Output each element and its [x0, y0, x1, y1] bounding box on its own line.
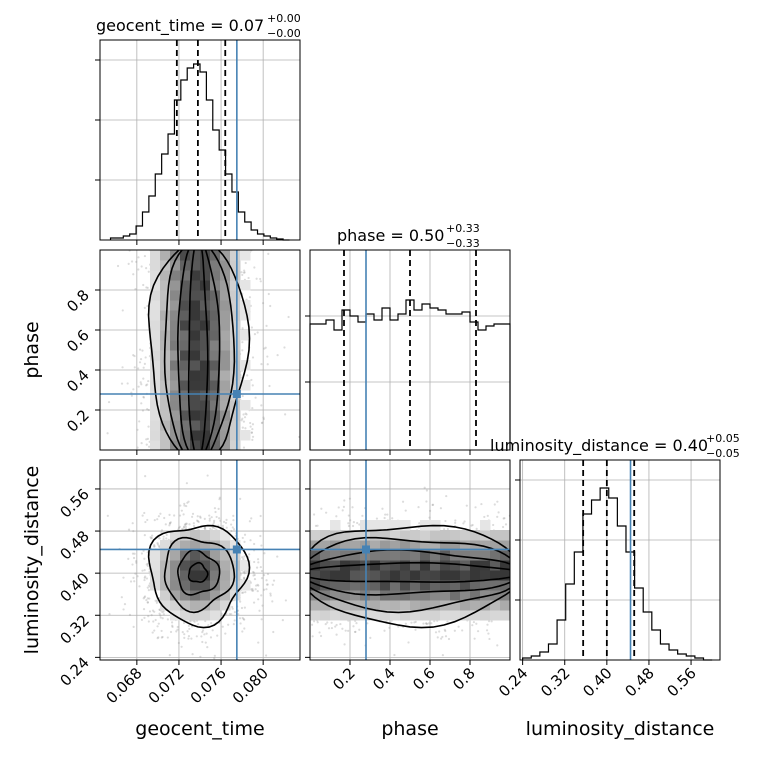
panel-frame [99, 249, 301, 451]
scatter-panel-geocent-time-phase: 0.2 0.4 0.6 0.8 [63, 249, 301, 455]
y-tick-label: 0.48 [56, 527, 92, 563]
title-luminosity-distance: luminosity_distance = 0.40 [490, 436, 708, 456]
x-tick-label: 0.8 [449, 664, 479, 694]
xlabel-phase: phase [381, 718, 438, 740]
x-tick-label: 0.56 [664, 664, 700, 700]
x-tick-label: 0.080 [229, 664, 272, 707]
y-tick-label: 0.40 [56, 569, 92, 605]
scatter-panel-geocent-time-luminosity-distance: 0.068 0.072 0.076 0.080 0.24 0.32 0.40 0.48 0.56 [56, 459, 301, 707]
contour-line [147, 250, 251, 450]
y-tick-label: 0.8 [63, 286, 93, 316]
contour-line [310, 561, 510, 583]
hist-panel-geocent-time [95, 39, 301, 245]
x-tick-label: 0.40 [579, 664, 615, 700]
x-tick-label: 0.068 [103, 664, 146, 707]
title-phase-lower: −0.33 [446, 237, 480, 250]
hist-panel-phase [305, 249, 511, 455]
xlabel-geocent-time: geocent_time [135, 718, 264, 740]
y-tick-label: 0.2 [63, 406, 93, 436]
truth-marker [232, 390, 241, 398]
x-tick-label: 0.2 [329, 664, 359, 694]
y-tick-label: 0.6 [63, 326, 93, 356]
x-tick-label: 0.072 [145, 664, 188, 707]
contour-line [310, 524, 510, 629]
contour-line [163, 536, 236, 614]
y-tick-label: 0.32 [56, 611, 92, 647]
density-layer [106, 474, 287, 660]
title-geocent-time-upper: +0.00 [267, 12, 301, 25]
ylabel-phase: phase [21, 321, 43, 378]
truth-marker [362, 545, 370, 554]
x-tick-label: 0.076 [187, 664, 230, 707]
ylabel-luminosity-distance: luminosity_distance [21, 466, 43, 655]
histogram-step [309, 299, 511, 450]
contour-line [187, 561, 209, 583]
density-layer [310, 486, 510, 657]
x-tick-label: 0.24 [495, 664, 531, 700]
histogram-step [109, 63, 290, 241]
title-phase: phase = 0.50 [337, 226, 444, 245]
y-tick-label: 0.56 [56, 485, 92, 521]
scatter-panel-phase-luminosity-distance: 0.2 0.4 0.6 0.8 [305, 459, 511, 694]
x-tick-label: 0.6 [409, 664, 439, 694]
panel-frame [99, 39, 301, 241]
xlabel-luminosity-distance: luminosity_distance [526, 718, 715, 740]
density-layer [106, 250, 300, 450]
panel-frame [309, 249, 511, 451]
panel-frame [309, 459, 511, 661]
contour-line [163, 250, 236, 450]
title-geocent-time-lower: −0.00 [267, 27, 301, 40]
title-luminosity-distance-lower: −0.05 [706, 447, 740, 460]
contour-line [187, 250, 209, 450]
contour-line [147, 524, 251, 629]
histogram-step [522, 487, 713, 661]
title-geocent-time: geocent_time = 0.07 [96, 16, 264, 36]
x-tick-label: 0.48 [621, 664, 657, 700]
panel-frame [519, 459, 721, 661]
contour-line [310, 548, 510, 596]
title-luminosity-distance-upper: +0.05 [706, 432, 740, 445]
contour-line [310, 536, 510, 614]
y-tick-label: 0.24 [56, 653, 92, 689]
panel-frame [99, 459, 301, 661]
title-phase-upper: +0.33 [446, 222, 480, 235]
truth-marker [232, 545, 241, 554]
y-tick-label: 0.4 [63, 366, 93, 396]
hist-panel-luminosity-distance: 0.24 0.32 0.40 0.48 0.56 [495, 459, 721, 700]
x-tick-label: 0.4 [369, 664, 399, 694]
contour-line [176, 548, 221, 596]
contour-line [176, 250, 221, 450]
x-tick-label: 0.32 [537, 664, 573, 700]
